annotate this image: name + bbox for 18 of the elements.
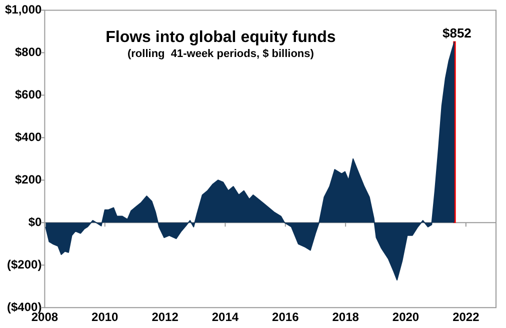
text: Flows into global equity funds	[106, 29, 336, 46]
x-tick-label: 2012	[152, 310, 179, 324]
x-tick-label: 2014	[212, 310, 239, 324]
x-tick-label: 2010	[92, 310, 119, 324]
y-tick-label: ($400)	[7, 300, 42, 314]
x-tick-label: 2022	[452, 310, 480, 324]
y-tick-label: $1,000	[5, 2, 42, 17]
y-tick-label: ($200)	[7, 257, 42, 272]
x-tick-label: 2016	[272, 310, 300, 324]
x-tick-label: 2020	[392, 310, 420, 324]
text: (rolling 41-week periods, $ billions)	[127, 48, 314, 60]
annotation: $852	[442, 26, 472, 41]
y-tick-label: $0	[28, 214, 42, 229]
y-tick-label: $800	[15, 45, 42, 59]
y-tick-label: $400	[15, 130, 42, 144]
x-tick-label: 2018	[332, 310, 360, 324]
y-tick-label: $600	[15, 87, 42, 102]
y-tick-label: $200	[15, 172, 42, 186]
